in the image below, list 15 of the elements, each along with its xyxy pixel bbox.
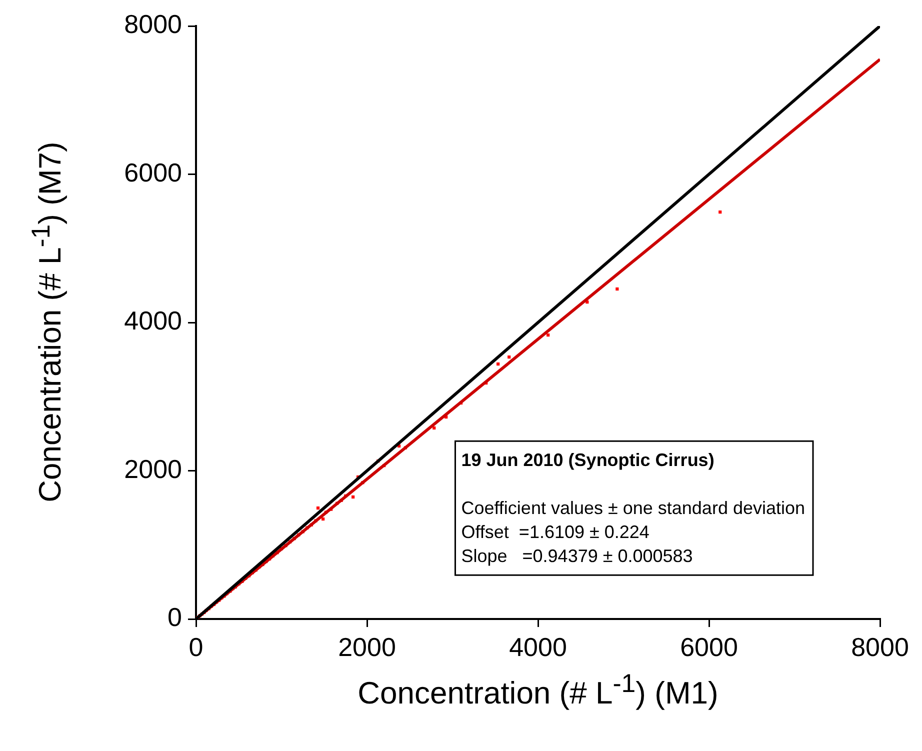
y-tick-label: 2000	[124, 454, 182, 484]
x-tick-label: 0	[188, 632, 204, 662]
y-tick-label: 0	[168, 602, 182, 632]
x-axis-title: Concentration (# L$^{-1}$) (M1)	[358, 670, 718, 712]
y-tick-label: 6000	[124, 157, 182, 188]
x-tick-label: 4000	[509, 632, 567, 662]
x-tick-label: 6000	[680, 632, 738, 662]
annotation: 19 Jun 2010 (Synoptic Cirrus)	[461, 450, 714, 470]
annotation: Slope =0.94379 ± 0.000583	[461, 546, 693, 566]
y-tick-label: 4000	[124, 306, 182, 336]
x-tick-label: 8000	[851, 632, 909, 662]
x-tick-label: 2000	[338, 632, 396, 662]
annotation: Offset =1.6109 ± 0.224	[461, 522, 650, 542]
annotation: Coefficient values ± one standard deviation	[461, 498, 806, 518]
y-tick-label: 8000	[124, 9, 182, 40]
